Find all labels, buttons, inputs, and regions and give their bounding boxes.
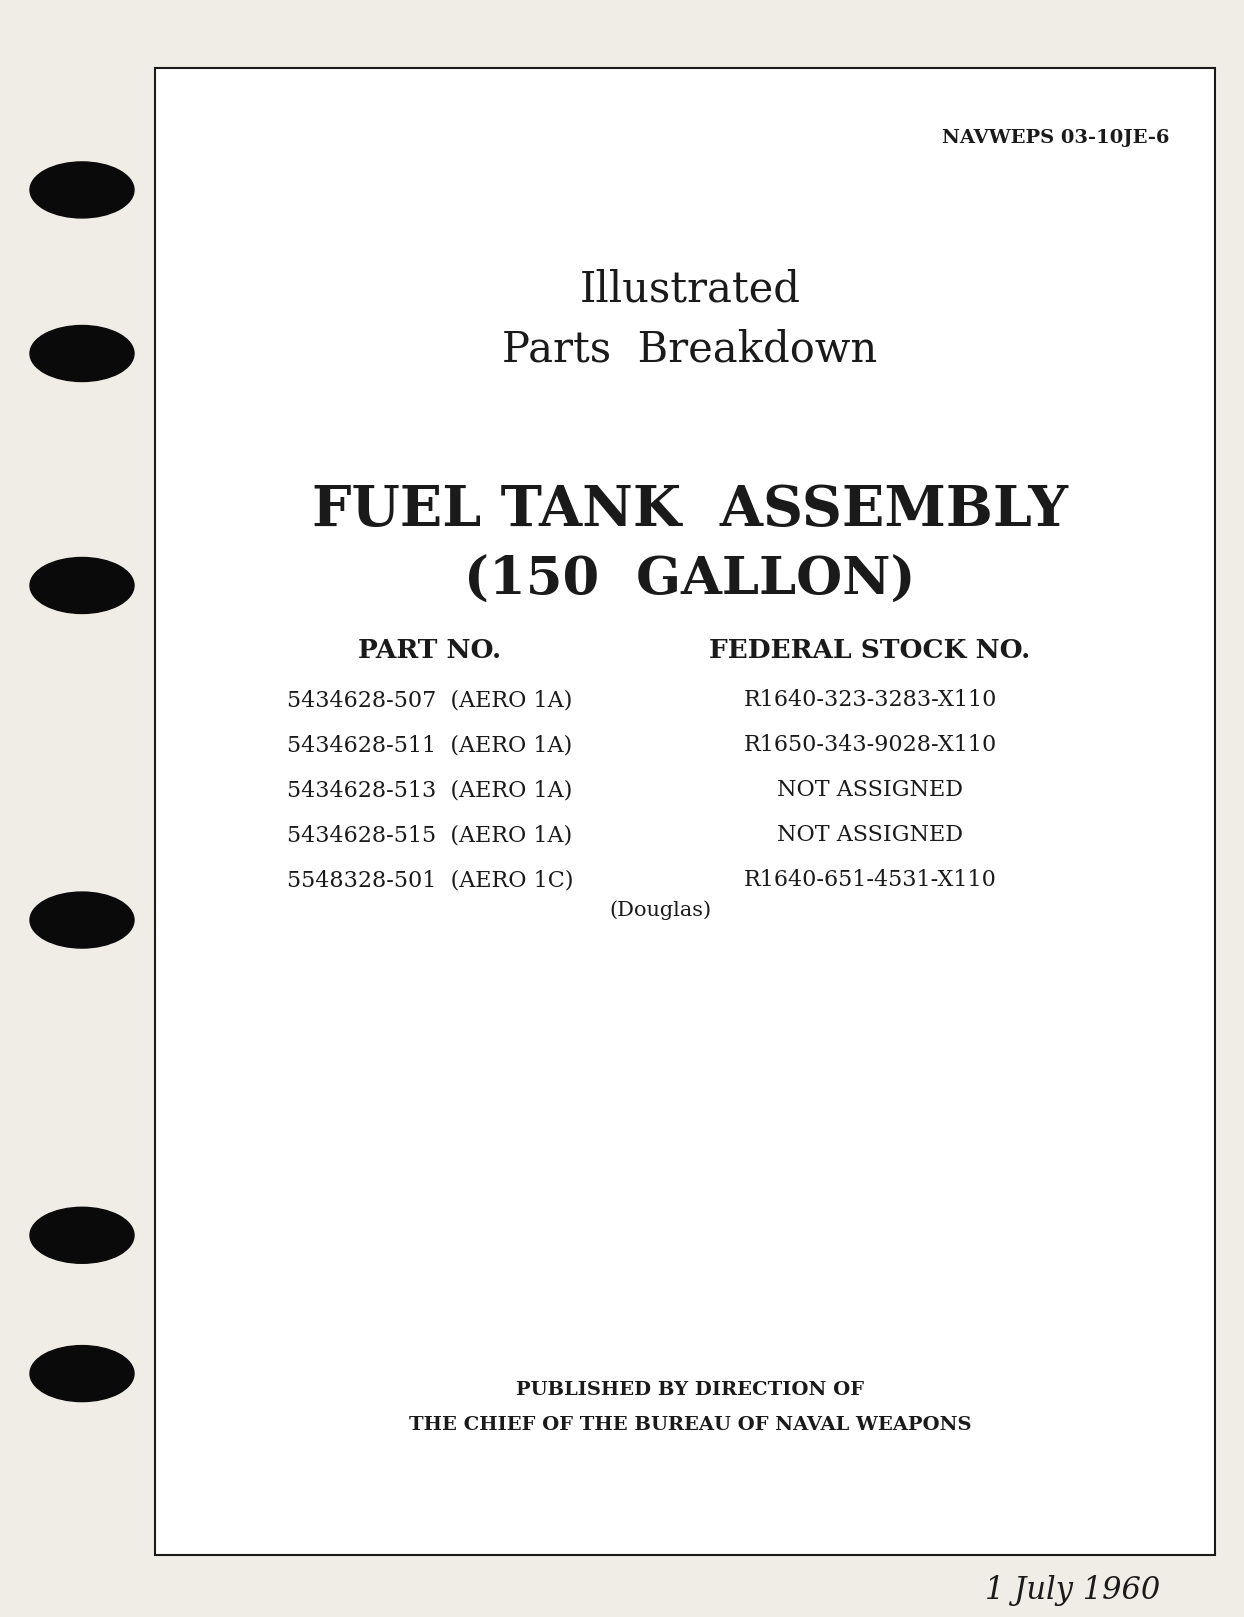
- Text: R1640-651-4531-X110: R1640-651-4531-X110: [744, 868, 996, 891]
- Text: R1640-323-3283-X110: R1640-323-3283-X110: [744, 689, 996, 711]
- Text: 5434628-515  (AERO 1A): 5434628-515 (AERO 1A): [287, 825, 572, 846]
- Text: 5434628-513  (AERO 1A): 5434628-513 (AERO 1A): [287, 779, 572, 800]
- Text: 1 July 1960: 1 July 1960: [985, 1575, 1159, 1606]
- Text: Illustrated: Illustrated: [580, 268, 800, 310]
- Text: Parts  Breakdown: Parts Breakdown: [503, 328, 877, 370]
- Text: FEDERAL STOCK NO.: FEDERAL STOCK NO.: [709, 637, 1030, 663]
- Text: PART NO.: PART NO.: [358, 637, 501, 663]
- Text: THE CHIEF OF THE BUREAU OF NAVAL WEAPONS: THE CHIEF OF THE BUREAU OF NAVAL WEAPONS: [409, 1416, 972, 1434]
- Text: 5434628-507  (AERO 1A): 5434628-507 (AERO 1A): [287, 689, 572, 711]
- Text: NOT ASSIGNED: NOT ASSIGNED: [778, 825, 963, 846]
- Ellipse shape: [30, 162, 134, 218]
- Text: NAVWEPS 03-10JE-6: NAVWEPS 03-10JE-6: [943, 129, 1171, 147]
- Text: 5434628-511  (AERO 1A): 5434628-511 (AERO 1A): [287, 734, 572, 757]
- Text: R1650-343-9028-X110: R1650-343-9028-X110: [744, 734, 996, 757]
- Text: (150  GALLON): (150 GALLON): [464, 555, 916, 605]
- Ellipse shape: [30, 325, 134, 382]
- Ellipse shape: [30, 893, 134, 948]
- Text: 5548328-501  (AERO 1C): 5548328-501 (AERO 1C): [287, 868, 573, 891]
- Ellipse shape: [30, 1345, 134, 1402]
- Text: (Douglas): (Douglas): [608, 901, 712, 920]
- Ellipse shape: [30, 558, 134, 613]
- Text: NOT ASSIGNED: NOT ASSIGNED: [778, 779, 963, 800]
- Ellipse shape: [30, 1208, 134, 1263]
- Bar: [156, 68, 1215, 1556]
- Text: PUBLISHED BY DIRECTION OF: PUBLISHED BY DIRECTION OF: [516, 1381, 865, 1399]
- Text: FUEL TANK  ASSEMBLY: FUEL TANK ASSEMBLY: [312, 482, 1069, 537]
